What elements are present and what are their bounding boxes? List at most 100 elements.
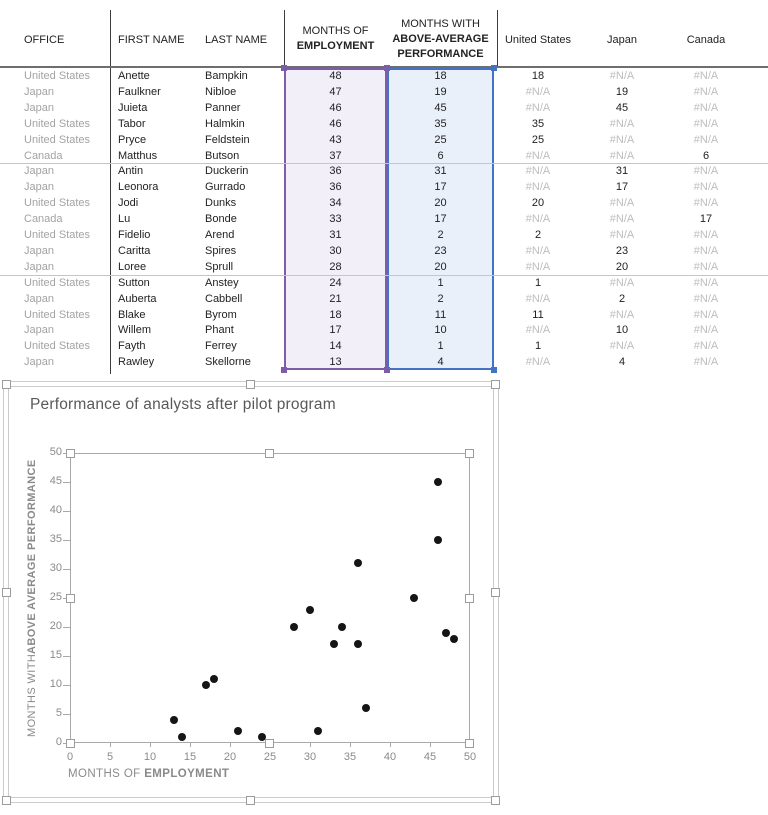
- cell-first-name[interactable]: Juieta: [118, 101, 148, 114]
- cell-months-employment[interactable]: 43: [329, 133, 342, 146]
- header-last-name[interactable]: LAST NAME: [205, 34, 268, 46]
- cell-united-states[interactable]: #N/A: [525, 181, 551, 194]
- cell-first-name[interactable]: Fidelio: [118, 229, 151, 241]
- cell-first-name[interactable]: Antin: [118, 165, 144, 178]
- cell-months-employment[interactable]: 37: [329, 149, 342, 162]
- header-office[interactable]: OFFICE: [24, 34, 65, 46]
- data-point[interactable]: [234, 727, 242, 735]
- cell-united-states[interactable]: 11: [532, 308, 544, 321]
- cell-canada[interactable]: #N/A: [693, 244, 719, 257]
- cell-months-performance[interactable]: 6: [437, 149, 444, 162]
- cell-japan[interactable]: 2: [618, 292, 626, 305]
- cell-canada[interactable]: #N/A: [693, 260, 719, 273]
- cell-office[interactable]: Japan: [24, 181, 54, 194]
- data-point[interactable]: [258, 733, 266, 741]
- range-handle[interactable]: [384, 65, 390, 71]
- cell-united-states[interactable]: 2: [534, 229, 542, 241]
- plot-area-handle[interactable]: [66, 449, 75, 458]
- cell-months-employment[interactable]: 14: [329, 340, 342, 353]
- cell-office[interactable]: United States: [24, 308, 91, 321]
- cell-office[interactable]: United States: [24, 340, 91, 353]
- cell-japan[interactable]: #N/A: [609, 340, 635, 353]
- data-point[interactable]: [450, 635, 458, 643]
- chart-resize-handle[interactable]: [2, 796, 11, 805]
- cell-last-name[interactable]: Feldstein: [205, 133, 250, 146]
- data-point[interactable]: [170, 716, 178, 724]
- cell-office[interactable]: Japan: [24, 356, 54, 369]
- plot-area[interactable]: [70, 453, 470, 743]
- cell-first-name[interactable]: Pryce: [118, 133, 147, 146]
- chart-resize-handle[interactable]: [246, 380, 255, 389]
- cell-canada[interactable]: #N/A: [693, 101, 719, 114]
- cell-months-performance[interactable]: 4: [437, 356, 444, 369]
- cell-months-performance[interactable]: 35: [434, 117, 447, 130]
- cell-canada[interactable]: 6: [702, 149, 710, 162]
- cell-months-performance[interactable]: 19: [434, 85, 447, 98]
- cell-japan[interactable]: #N/A: [609, 70, 635, 82]
- cell-united-states[interactable]: 20: [531, 197, 545, 210]
- cell-japan[interactable]: #N/A: [609, 276, 635, 289]
- cell-last-name[interactable]: Halmkin: [205, 117, 245, 130]
- cell-months-performance[interactable]: 18: [434, 70, 447, 82]
- range-handle[interactable]: [281, 65, 287, 71]
- plot-area-handle[interactable]: [66, 739, 75, 748]
- cell-first-name[interactable]: Faulkner: [118, 85, 161, 98]
- cell-united-states[interactable]: #N/A: [525, 244, 551, 257]
- cell-canada[interactable]: #N/A: [693, 165, 719, 178]
- range-handle[interactable]: [281, 367, 287, 373]
- cell-office[interactable]: United States: [24, 276, 91, 289]
- cell-united-states[interactable]: #N/A: [525, 356, 551, 369]
- cell-first-name[interactable]: Caritta: [118, 244, 151, 257]
- data-point[interactable]: [202, 681, 210, 689]
- cell-office[interactable]: Canada: [24, 149, 63, 162]
- cell-united-states[interactable]: #N/A: [525, 85, 551, 98]
- cell-first-name[interactable]: Anette: [118, 70, 150, 82]
- cell-months-employment[interactable]: 18: [329, 308, 342, 321]
- x-values-range-highlight[interactable]: [284, 68, 387, 370]
- chart-resize-handle[interactable]: [2, 588, 11, 597]
- cell-months-performance[interactable]: 17: [434, 213, 447, 226]
- cell-united-states[interactable]: #N/A: [525, 292, 551, 305]
- cell-united-states[interactable]: #N/A: [525, 101, 551, 114]
- cell-months-performance[interactable]: 11: [434, 308, 447, 321]
- data-point[interactable]: [314, 727, 322, 735]
- cell-last-name[interactable]: Bampkin: [205, 70, 248, 82]
- cell-months-performance[interactable]: 17: [434, 181, 447, 194]
- cell-office[interactable]: Japan: [24, 165, 54, 178]
- cell-months-employment[interactable]: 30: [329, 244, 342, 257]
- cell-months-employment[interactable]: 36: [329, 165, 342, 178]
- cell-last-name[interactable]: Bonde: [205, 213, 237, 226]
- plot-area-handle[interactable]: [265, 449, 274, 458]
- cell-united-states[interactable]: #N/A: [525, 149, 551, 162]
- cell-last-name[interactable]: Nibloe: [205, 85, 237, 98]
- cell-last-name[interactable]: Spires: [205, 244, 237, 257]
- y-values-range-highlight[interactable]: [387, 68, 494, 370]
- cell-first-name[interactable]: Lu: [118, 213, 131, 226]
- cell-united-states[interactable]: 1: [534, 340, 542, 353]
- cell-first-name[interactable]: Willem: [118, 324, 151, 337]
- cell-japan[interactable]: 19: [615, 85, 629, 98]
- cell-months-performance[interactable]: 20: [434, 197, 447, 210]
- cell-months-employment[interactable]: 24: [329, 276, 342, 289]
- data-point[interactable]: [354, 559, 362, 567]
- cell-canada[interactable]: #N/A: [693, 181, 719, 194]
- header-japan[interactable]: Japan: [607, 34, 637, 46]
- cell-japan[interactable]: #N/A: [609, 229, 635, 241]
- data-point[interactable]: [338, 623, 346, 631]
- cell-first-name[interactable]: Rawley: [118, 356, 155, 369]
- cell-last-name[interactable]: Duckerin: [205, 165, 249, 178]
- cell-united-states[interactable]: #N/A: [525, 324, 551, 337]
- chart-resize-handle[interactable]: [2, 380, 11, 389]
- cell-office[interactable]: Japan: [24, 260, 54, 273]
- cell-first-name[interactable]: Leonora: [118, 181, 159, 194]
- data-point[interactable]: [410, 594, 418, 602]
- cell-last-name[interactable]: Byrom: [205, 308, 237, 321]
- cell-office[interactable]: United States: [24, 117, 91, 130]
- cell-canada[interactable]: #N/A: [693, 133, 719, 146]
- cell-canada[interactable]: #N/A: [693, 276, 719, 289]
- cell-canada[interactable]: #N/A: [693, 229, 719, 241]
- cell-canada[interactable]: 17: [699, 213, 713, 226]
- cell-japan[interactable]: #N/A: [609, 149, 635, 162]
- cell-last-name[interactable]: Arend: [205, 229, 235, 241]
- cell-months-performance[interactable]: 1: [437, 340, 444, 353]
